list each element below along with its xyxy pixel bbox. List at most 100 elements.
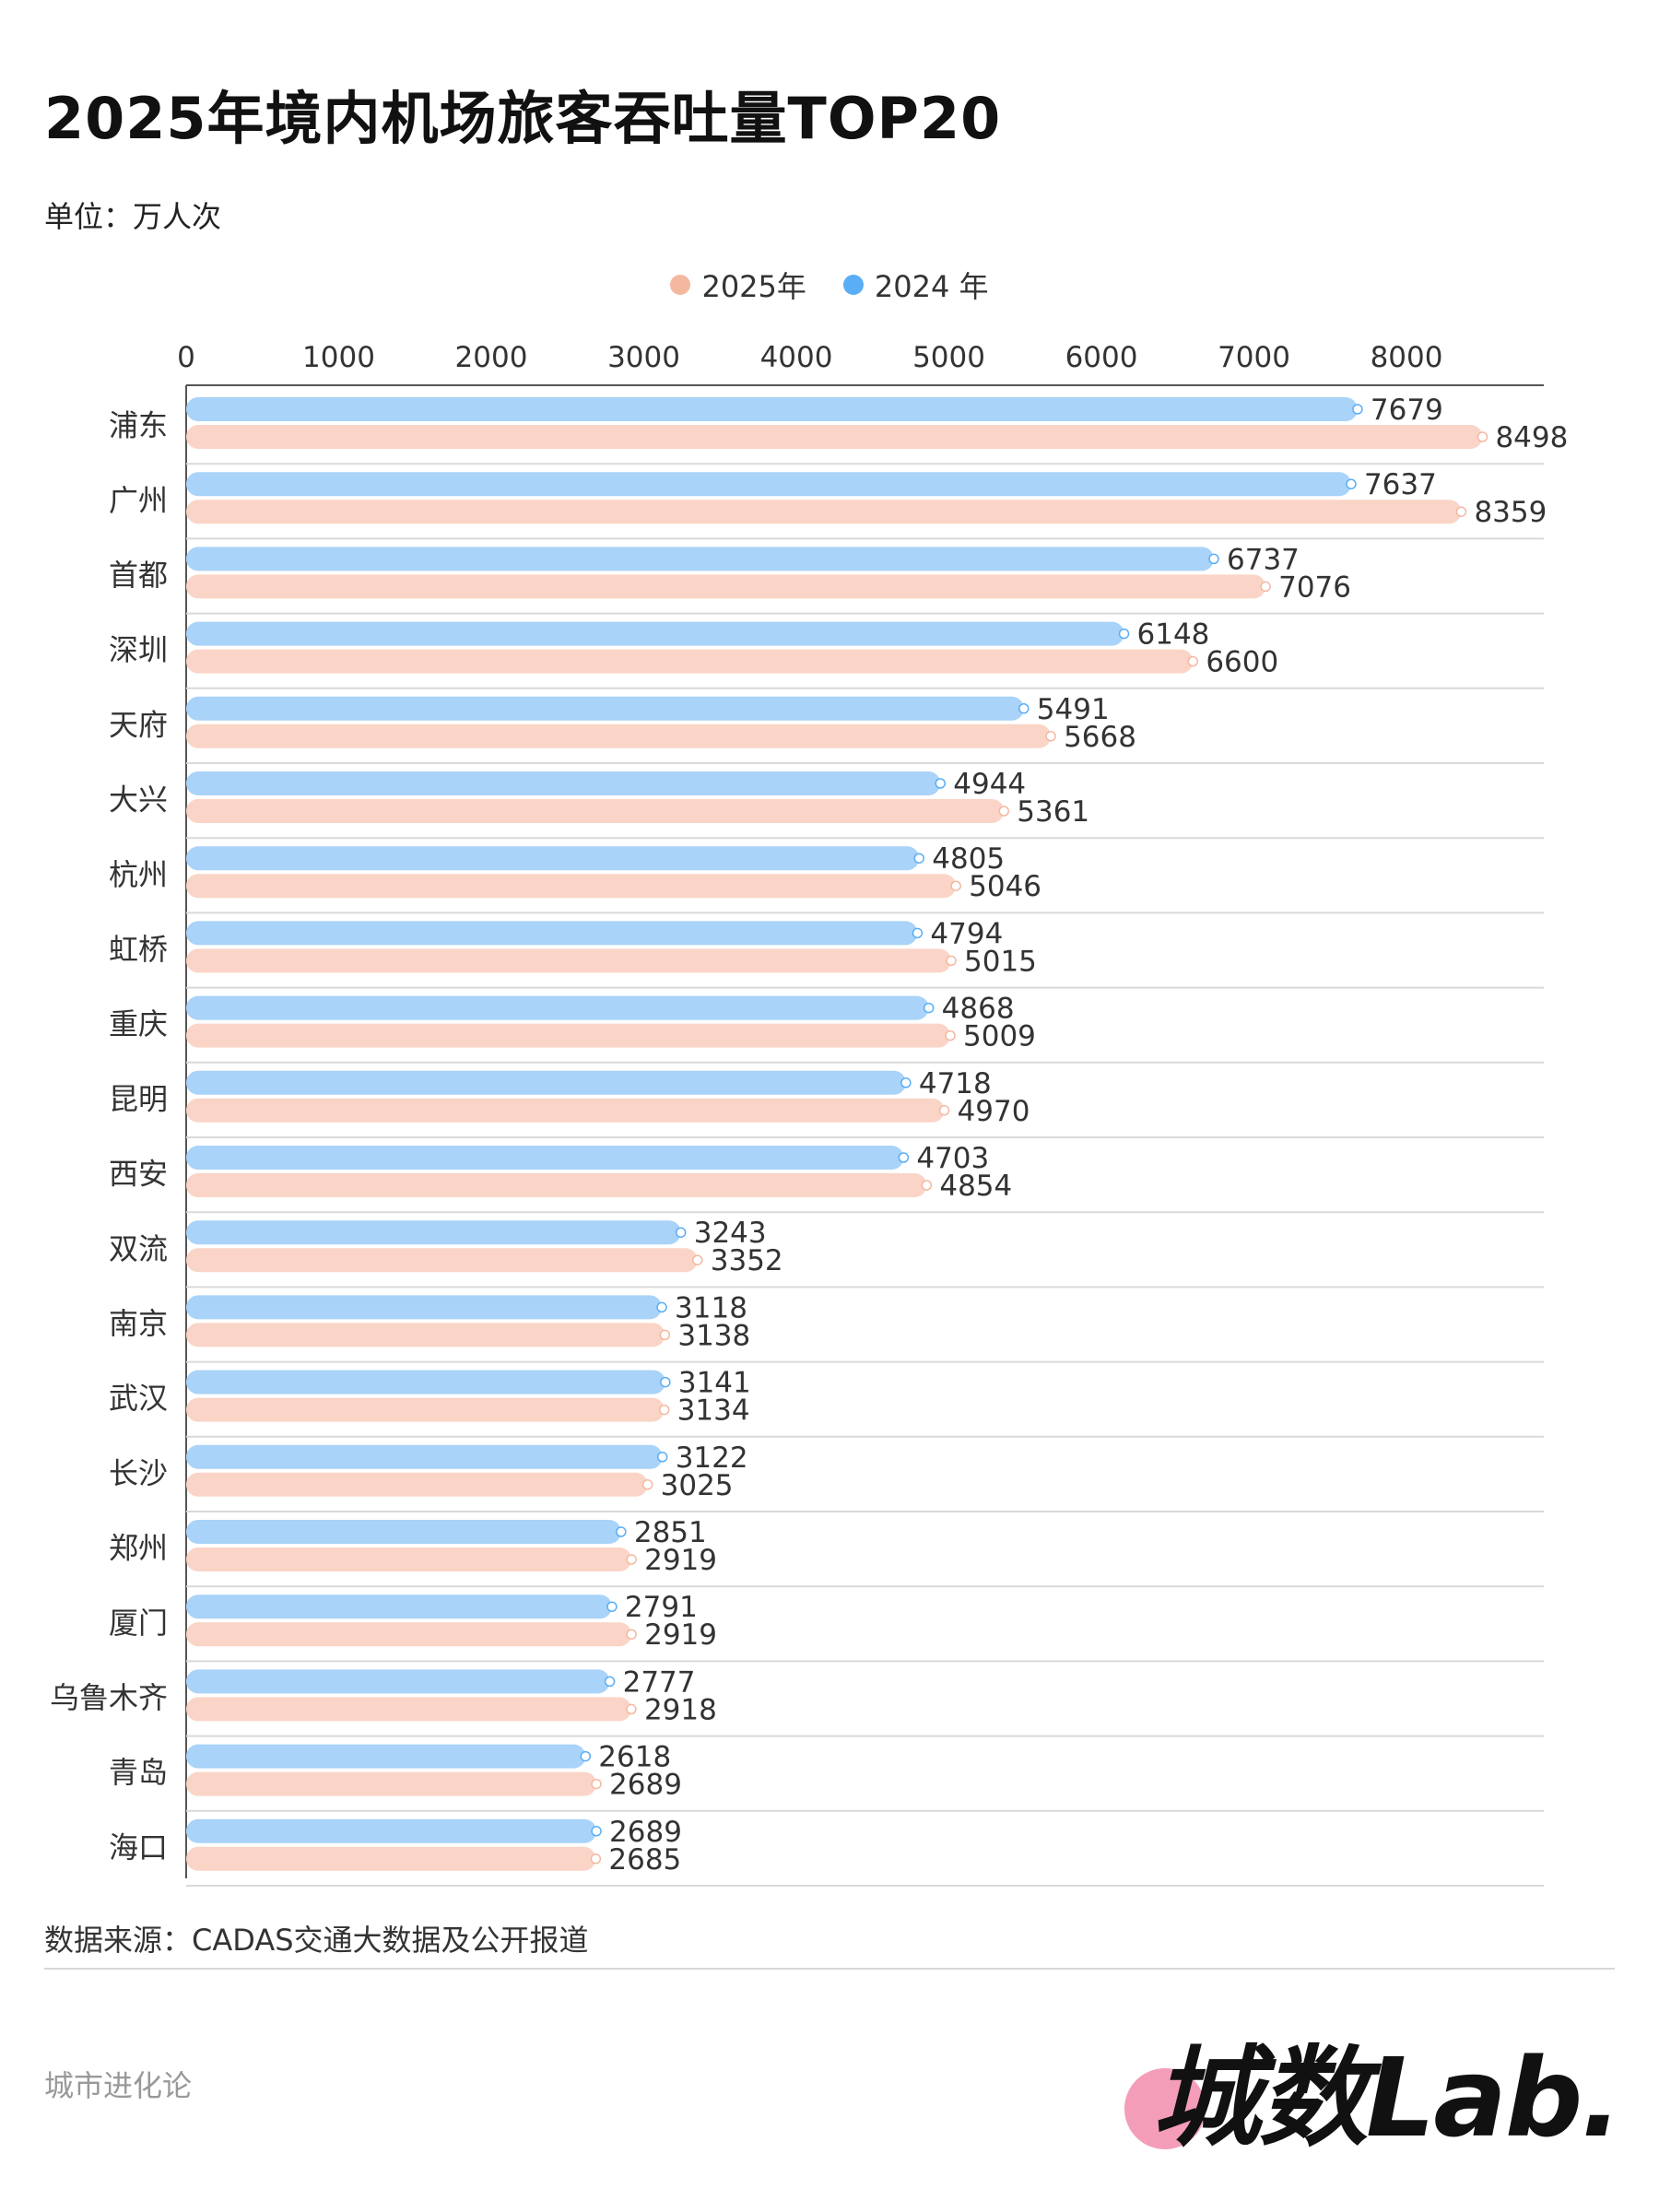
bar-2025 [186, 1098, 945, 1123]
category-label: 双流 [109, 1231, 168, 1266]
data-label-2024: 3141 [678, 1367, 751, 1400]
data-label-2025: 2919 [644, 1544, 717, 1577]
bar-end-marker-2024 [606, 1601, 618, 1612]
bar-2025 [186, 500, 1462, 524]
bar-end-marker-2024 [1346, 478, 1357, 489]
category-label: 广州 [109, 483, 168, 518]
legend-item-2025: 2025年 [670, 264, 806, 306]
bar-2025 [186, 1547, 632, 1571]
bar-end-marker-2024 [656, 1301, 667, 1313]
bar-end-marker-2025 [945, 1030, 956, 1041]
chart-title: 2025年境内机场旅客吞吐量TOP20 [44, 85, 1002, 152]
category-label: 乌鲁木齐 [50, 1680, 168, 1715]
data-label-2024: 2777 [623, 1665, 696, 1699]
bar-end-marker-2025 [1045, 731, 1056, 742]
bar-end-marker-2025 [590, 1853, 602, 1865]
data-label-2024: 2689 [609, 1816, 682, 1849]
legend-dot-2024-icon [842, 275, 864, 295]
bar-2024 [186, 921, 918, 946]
bar-end-marker-2025 [950, 880, 961, 891]
bar-2025 [186, 649, 1194, 674]
category-label: 首都 [109, 558, 168, 593]
bar-2024 [186, 846, 920, 871]
bar-2025 [186, 425, 1483, 449]
bar-end-marker-2024 [616, 1526, 627, 1537]
bar-end-marker-2025 [626, 1629, 637, 1640]
bar-2024 [186, 1295, 663, 1320]
data-label-2025: 2689 [609, 1769, 682, 1802]
bar-2025 [186, 874, 957, 899]
bar-end-marker-2025 [626, 1703, 637, 1715]
bar-end-marker-2025 [1477, 431, 1488, 442]
x-tick-label: 6000 [1065, 341, 1138, 374]
bar-2025 [186, 1023, 951, 1048]
category-label: 浦东 [109, 408, 168, 443]
bar-end-marker-2025 [1455, 506, 1467, 517]
data-label-2025: 8359 [1474, 496, 1547, 529]
brand-logo: 城数Lab. [1124, 2000, 1622, 2161]
bar-end-marker-2024 [656, 1452, 668, 1463]
footer-brand: 城市进化论 [44, 2068, 193, 2103]
data-label-2024: 4794 [930, 917, 1003, 950]
bar-2024 [186, 1146, 904, 1170]
bar-2024 [186, 1818, 597, 1843]
data-label-2025: 8498 [1495, 421, 1568, 454]
category-label: 重庆 [109, 1006, 168, 1041]
category-label: 武汉 [109, 1381, 168, 1416]
bar-2024 [186, 547, 1215, 571]
data-label-2025: 2685 [608, 1843, 681, 1877]
legend-label-2025: 2025年 [701, 269, 806, 304]
bar-end-marker-2024 [591, 1826, 602, 1837]
bar-end-marker-2025 [946, 955, 957, 967]
bar-end-marker-2025 [1187, 655, 1199, 667]
x-tick-label: 8000 [1371, 341, 1443, 374]
category-label: 深圳 [109, 632, 168, 667]
data-label-2025: 4970 [958, 1095, 1030, 1128]
bar-end-marker-2024 [1118, 628, 1130, 640]
data-label-2025: 2919 [644, 1618, 717, 1652]
bar-end-marker-2024 [900, 1077, 912, 1088]
data-label-2024: 2618 [598, 1741, 671, 1774]
data-label-2025: 3352 [711, 1244, 783, 1277]
data-label-2025: 3134 [677, 1394, 750, 1428]
x-tick-label: 5000 [912, 341, 985, 374]
data-label-2025: 7076 [1278, 571, 1351, 604]
bar-end-marker-2025 [921, 1180, 933, 1191]
footer-divider [44, 1968, 1615, 1970]
bar-2024 [186, 472, 1351, 497]
bar-2025 [186, 948, 952, 973]
bar-end-marker-2025 [659, 1329, 671, 1341]
bar-2025 [186, 1846, 596, 1871]
data-label-2025: 3138 [677, 1319, 750, 1352]
bar-2025 [186, 724, 1052, 748]
data-label-2024: 4868 [942, 993, 1015, 1026]
bar-end-marker-2024 [660, 1376, 671, 1388]
category-label: 杭州 [109, 857, 168, 892]
bar-end-marker-2024 [1018, 703, 1030, 714]
category-label: 昆明 [109, 1081, 168, 1116]
x-tick-label: 1000 [302, 341, 375, 374]
category-label: 天府 [109, 707, 168, 742]
bar-end-marker-2025 [938, 1105, 950, 1116]
bar-2024 [186, 995, 929, 1020]
bar-2025 [186, 1771, 597, 1796]
bar-end-marker-2024 [604, 1676, 616, 1688]
bar-2024 [186, 397, 1358, 421]
legend-dot-2025-icon [670, 275, 691, 295]
category-label: 南京 [109, 1306, 168, 1341]
data-source: 数据来源：CADAS交通大数据及公开报道 [44, 1923, 589, 1958]
logo-text: 城数Lab. [1152, 2034, 1622, 2161]
data-label-2025: 5009 [963, 1020, 1036, 1053]
bar-2025 [186, 1173, 927, 1197]
bar-end-marker-2025 [1260, 581, 1271, 593]
category-label: 大兴 [109, 782, 168, 818]
bar-2025 [186, 1622, 632, 1647]
data-label-2024: 6737 [1227, 543, 1300, 576]
bar-end-marker-2025 [591, 1778, 602, 1790]
bar-end-marker-2024 [912, 927, 924, 939]
bar-end-marker-2024 [935, 778, 947, 789]
x-tick-label: 3000 [607, 341, 680, 374]
x-tick-label: 4000 [760, 341, 833, 374]
data-label-2025: 5668 [1064, 721, 1136, 754]
bar-2024 [186, 771, 941, 795]
